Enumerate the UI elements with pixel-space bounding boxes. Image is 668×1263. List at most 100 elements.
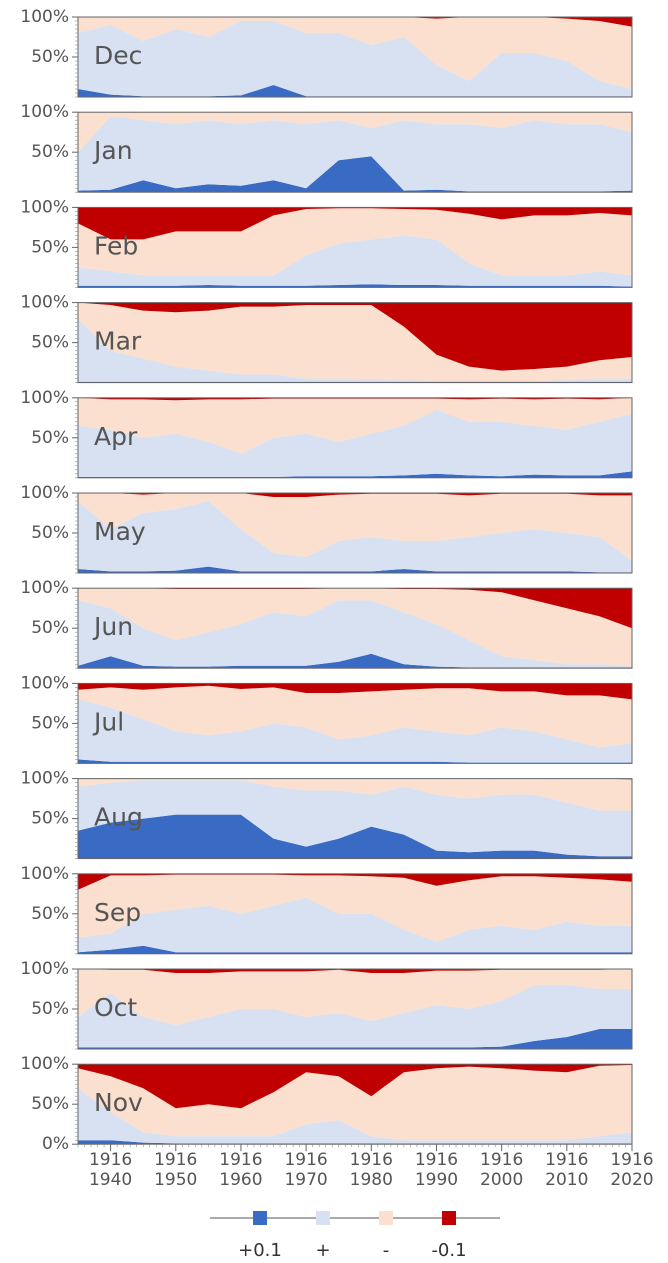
- y-tick-label: 100%: [20, 197, 69, 217]
- area: [78, 302, 632, 381]
- x-tick-label: 1916 1940: [88, 1150, 133, 1191]
- area: [78, 397, 632, 454]
- y-tick-label: 100%: [20, 483, 69, 503]
- y-tick-label: 100%: [20, 102, 69, 122]
- panel: 50% 100% Oct: [20, 959, 633, 1050]
- y-tick-label: 50%: [31, 713, 69, 733]
- area: [78, 17, 632, 89]
- area: [78, 318, 632, 382]
- panel: 50% 100% Jun: [20, 578, 633, 669]
- x-tick-label: 1916 1950: [154, 1150, 198, 1191]
- area: [78, 397, 632, 401]
- area: [78, 493, 632, 497]
- panel: 50% 100% Aug: [20, 769, 633, 860]
- legend-swatch: [316, 1211, 330, 1225]
- area: [78, 156, 632, 193]
- x-tick-label: 1916 1980: [349, 1150, 393, 1191]
- area: [78, 874, 632, 942]
- area: [78, 699, 632, 763]
- y-tick-label: 50%: [31, 333, 69, 353]
- y-tick-label: 50%: [31, 904, 69, 924]
- panel-title: Jun: [92, 612, 133, 641]
- y-tick-label: 50%: [31, 142, 69, 162]
- area: [78, 873, 632, 890]
- area: [78, 780, 632, 857]
- x-tick-label: 1916 2000: [480, 1150, 524, 1191]
- area: [78, 685, 632, 748]
- area: [78, 501, 632, 573]
- area: [78, 493, 632, 561]
- y-tick-label: 100%: [20, 578, 69, 598]
- area: [78, 600, 632, 668]
- legend-swatch: [253, 1211, 267, 1225]
- panel-title: Mar: [94, 327, 142, 356]
- panel-title: Jan: [92, 136, 133, 165]
- panel: 50% 100% May: [20, 483, 633, 574]
- area: [78, 1064, 632, 1109]
- y-tick-label: 100%: [20, 293, 69, 313]
- panel-title: Apr: [94, 422, 138, 451]
- area: [78, 1029, 632, 1049]
- x-tick-label: 1916 1990: [414, 1150, 459, 1191]
- area: [78, 471, 632, 478]
- y-tick-label: 100%: [20, 673, 69, 693]
- area: [78, 116, 632, 192]
- legend-swatch: [379, 1211, 393, 1225]
- panel-title: Oct: [94, 993, 137, 1022]
- x-tick-label: 1916 1960: [219, 1150, 263, 1191]
- y-tick-label: 100%: [20, 864, 69, 884]
- y-tick-label: 50%: [31, 523, 69, 543]
- y-tick-label: 0%: [42, 1134, 69, 1154]
- panel-title: Sep: [94, 898, 141, 927]
- area: [78, 85, 632, 97]
- y-tick-label: 100%: [20, 388, 69, 408]
- x-tick-label: 1916 2020: [610, 1150, 654, 1191]
- panel-title: Nov: [94, 1088, 143, 1117]
- area: [78, 284, 632, 288]
- panel-title: Dec: [94, 41, 142, 70]
- y-tick-label: 100%: [20, 959, 69, 979]
- panel: 50% 100% Sep: [20, 864, 633, 955]
- area: [78, 897, 632, 953]
- legend-label: +: [315, 1240, 330, 1261]
- panel-title: May: [94, 517, 146, 546]
- y-tick-label: 100%: [20, 1054, 69, 1074]
- area: [78, 969, 632, 973]
- area: [78, 17, 632, 27]
- legend-swatch: [442, 1211, 456, 1225]
- y-tick-label: 50%: [31, 47, 69, 67]
- area: [78, 588, 632, 666]
- y-tick-label: 50%: [31, 618, 69, 638]
- area: [78, 588, 632, 629]
- x-tick-label: 1916 2010: [545, 1150, 589, 1191]
- panel: 0% 50% 100% Nov: [20, 1054, 633, 1154]
- y-tick-label: 100%: [20, 769, 69, 789]
- area: [78, 21, 632, 97]
- panel-title: Feb: [94, 231, 138, 260]
- area: [78, 969, 632, 1025]
- y-tick-label: 50%: [31, 809, 69, 829]
- legend-label: -0.1: [431, 1240, 466, 1261]
- area: [78, 207, 632, 240]
- panel: 50% 100% Jan: [20, 102, 633, 193]
- y-tick-label: 50%: [31, 1094, 69, 1114]
- area: [78, 985, 632, 1048]
- area: [78, 112, 632, 153]
- area: [78, 409, 632, 477]
- panel-title: Jul: [92, 707, 124, 736]
- area: [78, 208, 632, 276]
- y-tick-label: 50%: [31, 428, 69, 448]
- panel: 50% 100% Jul: [20, 673, 633, 764]
- area: [78, 1065, 632, 1141]
- panel: 50% 100% Dec: [20, 7, 633, 98]
- legend-label: +0.1: [238, 1240, 282, 1261]
- y-tick-label: 50%: [31, 237, 69, 257]
- area: [78, 653, 632, 669]
- area: [78, 778, 632, 811]
- area: [78, 1088, 632, 1144]
- legend-label: -: [383, 1240, 390, 1261]
- panel-title: Aug: [94, 803, 143, 832]
- area: [78, 759, 632, 764]
